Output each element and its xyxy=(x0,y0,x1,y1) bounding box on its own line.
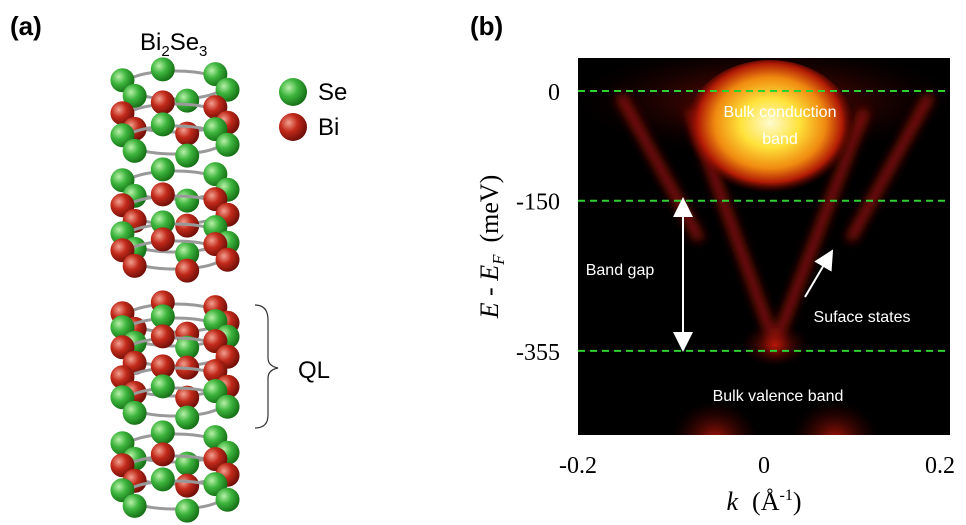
atom xyxy=(175,499,199,523)
atom xyxy=(216,133,240,157)
legend-marker xyxy=(279,78,307,106)
atom xyxy=(175,189,199,213)
annotation: Bulk conduction xyxy=(724,104,837,121)
y-label-unit: (meV) xyxy=(475,175,504,243)
annotation: Bulk valence band xyxy=(713,388,844,405)
atom xyxy=(216,395,240,419)
x-axis-label: k (Å-1) xyxy=(727,487,802,516)
atom xyxy=(151,467,175,491)
atom xyxy=(151,442,175,466)
atom xyxy=(123,254,147,278)
figure: (a) Bi2Se3 QL (b) 0 -150 -355 -0.2 0 0.2 k (Å-1… xyxy=(0,0,966,525)
y-label-var: E - E xyxy=(475,265,504,320)
atom xyxy=(151,182,175,206)
x-label-var: k xyxy=(727,487,739,516)
atom xyxy=(175,89,199,113)
x-tick-label: 0.2 xyxy=(925,453,955,479)
panel-title: Bi2Se3 xyxy=(140,29,207,60)
y-tick-label: -150 xyxy=(516,190,560,216)
atom xyxy=(216,248,240,272)
atom xyxy=(175,259,199,283)
atom xyxy=(151,374,175,398)
legend-marker xyxy=(279,113,307,141)
x-label-unit: (Å xyxy=(752,487,780,516)
atom xyxy=(175,144,199,168)
annotation: Band gap xyxy=(586,262,655,279)
atom xyxy=(175,474,199,498)
atom xyxy=(151,420,175,444)
atom xyxy=(151,112,175,136)
y-tick-label: 0 xyxy=(548,80,560,106)
y-tick-label: -355 xyxy=(516,340,560,366)
atom xyxy=(151,57,175,81)
bracket-label: QL xyxy=(298,357,330,384)
atom xyxy=(123,139,147,163)
atom xyxy=(151,227,175,251)
legend-label: Bi xyxy=(318,114,339,141)
annotation: band xyxy=(762,131,798,148)
ql-bracket xyxy=(255,305,278,428)
atom xyxy=(216,488,240,512)
atom xyxy=(123,401,147,425)
x-tick-label: 0 xyxy=(758,453,770,479)
atom xyxy=(151,324,175,348)
atom xyxy=(175,406,199,430)
legend-label: Se xyxy=(318,79,347,106)
x-label-sup: -1 xyxy=(779,487,792,504)
panel-label: (a) xyxy=(10,11,42,41)
y-label-sub: F xyxy=(489,254,508,266)
atom xyxy=(123,494,147,518)
x-label-unit: ) xyxy=(793,487,802,516)
y-axis-label: E - EF (meV) xyxy=(475,175,508,320)
x-tick-label: -0.2 xyxy=(559,453,597,479)
crystal-structure xyxy=(110,57,239,522)
panel-label: (b) xyxy=(470,11,503,41)
atom xyxy=(151,157,175,181)
atom xyxy=(151,90,175,114)
annotation: Suface states xyxy=(814,309,911,326)
